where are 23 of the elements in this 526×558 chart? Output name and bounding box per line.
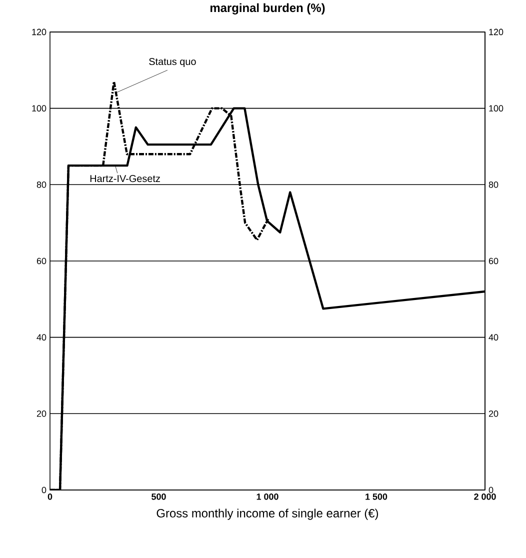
y-tick-label: 60 bbox=[36, 258, 46, 264]
x-tick-label: 0 bbox=[48, 494, 52, 500]
x-axis-title: Gross monthly income of single earner (€) bbox=[156, 508, 378, 520]
y2-tick-label: 100 bbox=[489, 105, 504, 112]
y-tick-label: 0 bbox=[42, 486, 46, 494]
x-tick-label: 1 000 bbox=[256, 494, 278, 500]
y2-tick-label: 20 bbox=[488, 410, 498, 417]
y-tick-label: 80 bbox=[36, 181, 46, 188]
text: Status quo bbox=[149, 58, 196, 68]
y-tick-label: 40 bbox=[36, 334, 46, 341]
chart-title: marginal burden (%) bbox=[210, 3, 325, 14]
legend-label: Hartz-IV-Gesetz bbox=[90, 175, 160, 182]
y2-tick-label: 0 bbox=[488, 486, 494, 494]
y2-tick-label: 80 bbox=[488, 181, 498, 188]
y-tick-label: 20 bbox=[36, 410, 46, 417]
y-tick-label: 100 bbox=[32, 105, 46, 112]
y-tick-label: 120 bbox=[32, 28, 46, 36]
y2-tick-label: 40 bbox=[488, 334, 498, 341]
x-tick-label: 500 bbox=[152, 494, 166, 500]
x-tick-label: 1 500 bbox=[366, 494, 388, 500]
y2-tick-label: 60 bbox=[488, 258, 498, 264]
x-tick-label: 2 000 bbox=[474, 494, 496, 500]
y2-tick-label: 120 bbox=[489, 28, 504, 36]
